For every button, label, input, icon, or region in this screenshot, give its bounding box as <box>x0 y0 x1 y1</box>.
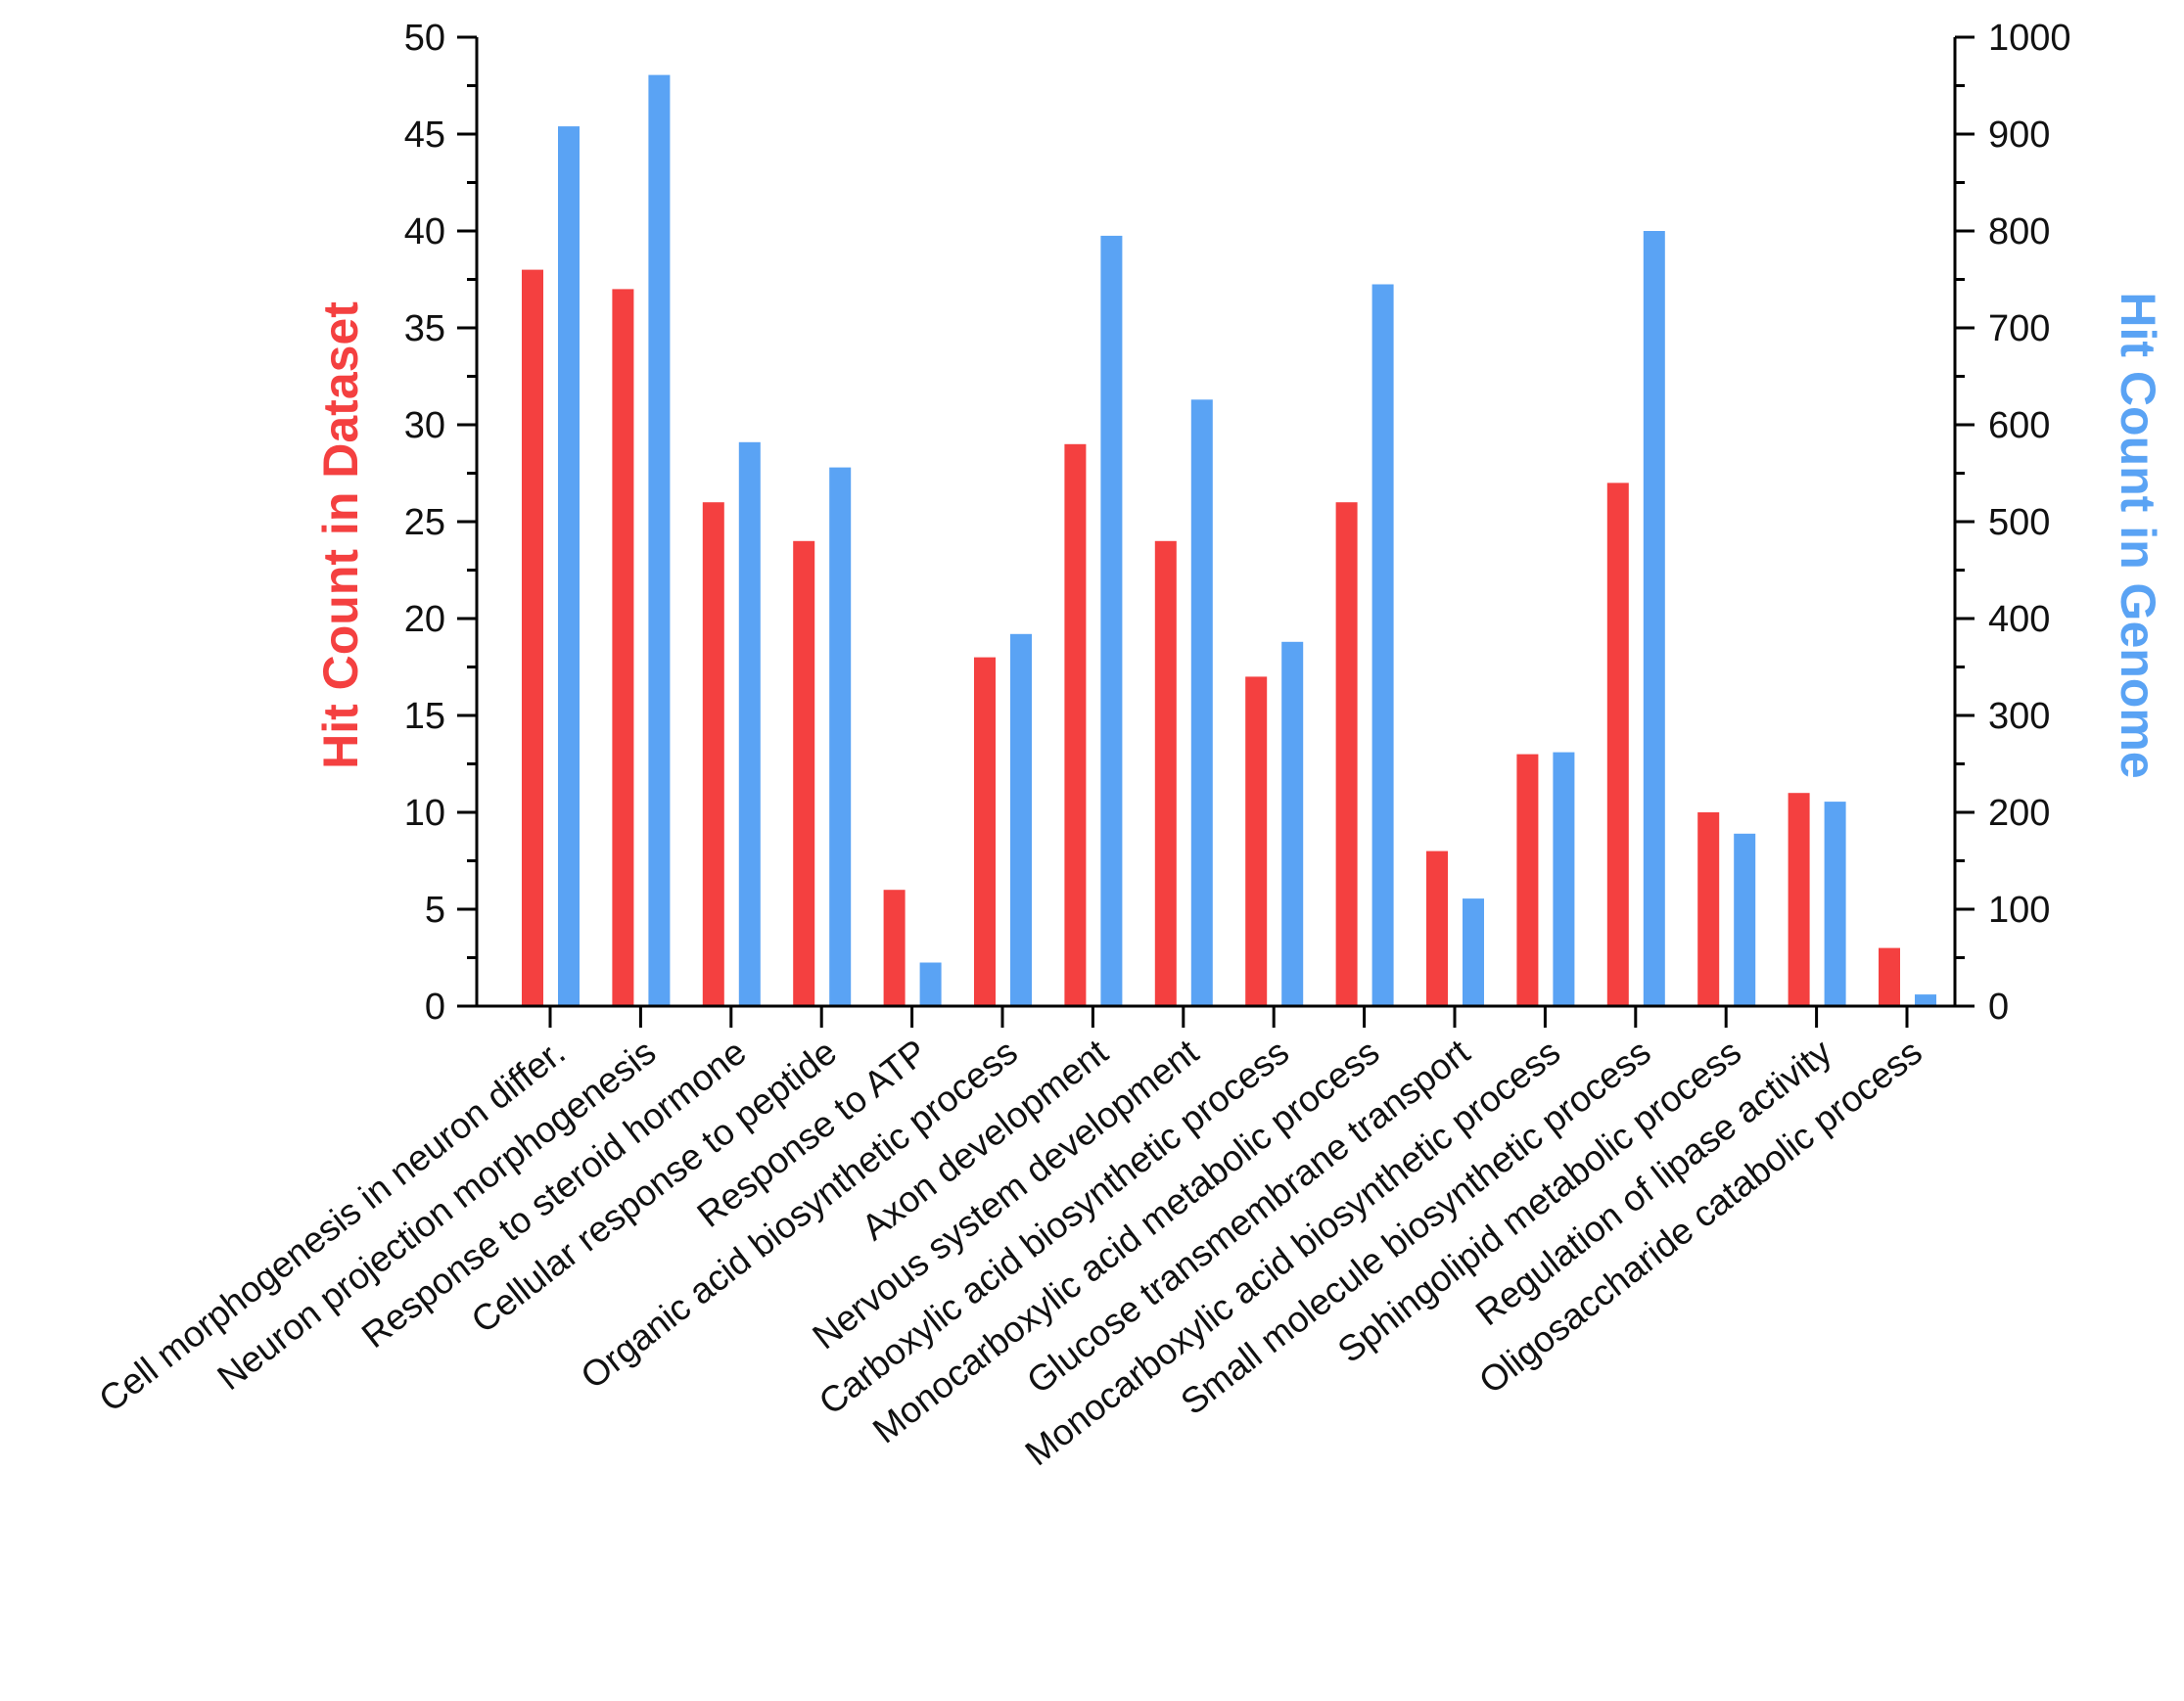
bar-genome-6 <box>1100 235 1123 1006</box>
bar-dataset-11 <box>1516 754 1539 1006</box>
bar-dataset-5 <box>974 657 996 1006</box>
left-tick-label-10: 50 <box>404 18 445 59</box>
bar-dataset-10 <box>1426 850 1448 1006</box>
category-labels: Cell morphogenesis in neuron differ.Neur… <box>91 1032 1928 1474</box>
bar-genome-12 <box>1643 231 1665 1006</box>
bar-genome-9 <box>1371 284 1394 1006</box>
left-tick-label-3: 15 <box>404 696 445 737</box>
bar-dataset-3 <box>793 540 815 1006</box>
right-tick-label-7: 700 <box>1988 308 2050 349</box>
ticks-layer: 0510152025303540455001002003004005006007… <box>404 18 2071 1028</box>
bar-genome-15 <box>1915 994 1936 1006</box>
bar-genome-0 <box>558 126 580 1007</box>
right-tick-label-2: 200 <box>1988 793 2050 834</box>
right-tick-label-9: 900 <box>1988 115 2050 156</box>
bar-dataset-13 <box>1697 812 1720 1006</box>
left-tick-label-4: 20 <box>404 599 445 640</box>
bar-genome-14 <box>1824 802 1846 1006</box>
bar-genome-4 <box>919 962 942 1006</box>
left-tick-label-7: 35 <box>404 308 445 349</box>
bar-dataset-6 <box>1064 443 1087 1006</box>
bar-dataset-14 <box>1788 793 1810 1006</box>
right-tick-label-4: 400 <box>1988 599 2050 640</box>
bar-genome-8 <box>1281 641 1304 1006</box>
right-tick-label-5: 500 <box>1988 502 2050 543</box>
bar-genome-5 <box>1010 633 1032 1006</box>
left-tick-label-0: 0 <box>425 987 445 1028</box>
bar-genome-7 <box>1190 399 1213 1006</box>
bar-dataset-7 <box>1154 540 1177 1006</box>
right-tick-label-0: 0 <box>1988 987 2009 1028</box>
bar-genome-13 <box>1734 833 1756 1006</box>
bar-genome-1 <box>648 74 671 1007</box>
left-tick-label-8: 40 <box>404 211 445 253</box>
axes-layer <box>475 37 1957 1008</box>
bar-dataset-4 <box>883 890 906 1006</box>
bar-genome-2 <box>738 441 761 1006</box>
left-tick-label-1: 5 <box>425 890 445 931</box>
bar-genome-10 <box>1463 898 1484 1006</box>
right-tick-label-8: 800 <box>1988 211 2050 253</box>
right-tick-label-10: 1000 <box>1988 18 2071 59</box>
bar-dataset-12 <box>1606 483 1629 1006</box>
left-axis-title: Hit Count in Dataset <box>313 301 368 769</box>
bar-dataset-1 <box>612 289 634 1006</box>
bar-dataset-8 <box>1245 676 1268 1006</box>
bar-dataset-9 <box>1335 502 1358 1006</box>
right-tick-label-1: 100 <box>1988 890 2050 931</box>
right-tick-label-3: 300 <box>1988 696 2050 737</box>
left-tick-label-2: 10 <box>404 793 445 834</box>
left-tick-label-9: 45 <box>404 115 445 156</box>
left-tick-label-5: 25 <box>404 502 445 543</box>
left-tick-label-6: 30 <box>404 405 445 446</box>
bar-dataset-0 <box>522 269 543 1007</box>
bar-dataset-2 <box>702 502 724 1006</box>
right-axis-title: Hit Count in Genome <box>2111 292 2165 778</box>
bar-dataset-15 <box>1879 947 1900 1006</box>
right-tick-label-6: 600 <box>1988 405 2050 446</box>
bar-genome-11 <box>1553 752 1575 1006</box>
bar-genome-3 <box>829 467 852 1007</box>
bars-layer <box>522 74 1936 1007</box>
